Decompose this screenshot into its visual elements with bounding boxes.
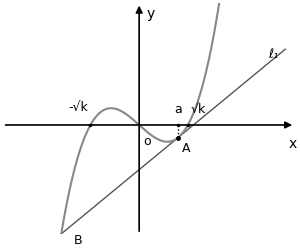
Text: a: a	[174, 103, 182, 116]
Text: A: A	[182, 142, 190, 155]
Text: x: x	[289, 137, 297, 151]
Text: y: y	[146, 7, 155, 21]
Text: o: o	[143, 134, 151, 147]
Text: -√k: -√k	[68, 101, 88, 114]
Text: √k: √k	[190, 102, 206, 115]
Text: ℓ₁: ℓ₁	[268, 48, 278, 61]
Text: B: B	[74, 234, 82, 247]
